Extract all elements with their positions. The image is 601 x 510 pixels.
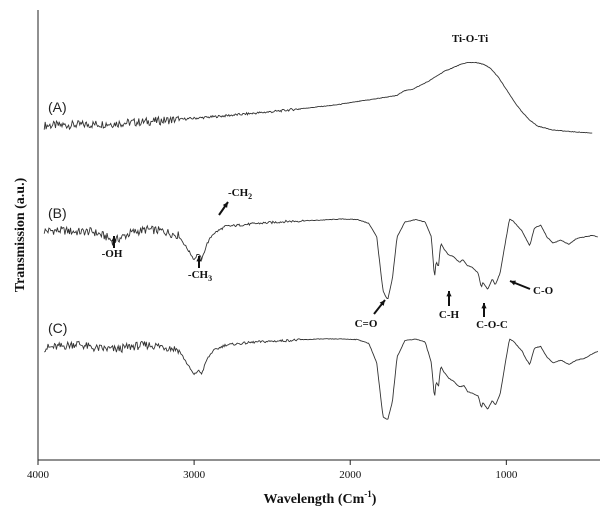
arrow-head-7 — [510, 280, 516, 286]
annotation-sub-2: 3 — [208, 274, 212, 283]
series-label-c: (C) — [48, 320, 67, 336]
annotation-label-7: C-O — [533, 285, 554, 297]
annotation-label-6: C-O-C — [476, 319, 508, 331]
annotation-label-1: -OH — [102, 248, 123, 260]
annotation-text-6: C-O-C — [476, 319, 508, 331]
x-ticks: 4000 3000 2000 1000 — [27, 460, 518, 481]
annotation-text-7: C-O — [533, 285, 554, 297]
y-axis-title: Transmission (a.u.) — [13, 177, 28, 292]
annotation-text-1: -OH — [102, 248, 123, 260]
x-axis-title-close: ) — [372, 492, 377, 507]
annotation-text-0: Ti-O-Ti — [452, 33, 488, 45]
annotation-label-5: C-H — [439, 309, 460, 321]
annotation-sub-3: 2 — [248, 192, 252, 201]
series-line-a — [43, 61, 593, 134]
annotation-text-4: C=O — [355, 318, 378, 330]
annotation-label-2: -CH3 — [188, 269, 212, 283]
annotation-text-5: C-H — [439, 309, 460, 321]
x-tick-label-2000: 2000 — [339, 469, 362, 481]
x-tick-label-4000: 4000 — [27, 469, 50, 481]
arrow-head-3 — [222, 202, 228, 208]
arrow-head-2 — [196, 256, 202, 262]
x-axis-title: Wavelength (Cm-1) — [264, 489, 377, 507]
arrow-head-5 — [446, 291, 452, 297]
annotation-text-2: -CH — [188, 269, 209, 281]
x-axis-title-sup: -1 — [364, 489, 372, 499]
series-line-b — [43, 218, 598, 299]
series-label-b: (B) — [48, 205, 67, 221]
arrow-head-1 — [111, 236, 117, 242]
x-tick-label-1000: 1000 — [495, 469, 518, 481]
series-line-c — [43, 338, 599, 420]
annotation-label-4: C=O — [355, 318, 378, 330]
series-label-a: (A) — [48, 99, 67, 115]
annotation-label-3: -CH2 — [228, 187, 252, 201]
arrow-head-4 — [379, 300, 385, 306]
series-layer — [43, 61, 599, 420]
annotation-label-0: Ti-O-Ti — [452, 33, 488, 45]
annotation-text-3: -CH — [228, 187, 249, 199]
x-axis-title-main: Wavelength (Cm — [264, 492, 365, 507]
arrow-head-6 — [481, 303, 487, 309]
x-tick-label-3000: 3000 — [183, 469, 206, 481]
